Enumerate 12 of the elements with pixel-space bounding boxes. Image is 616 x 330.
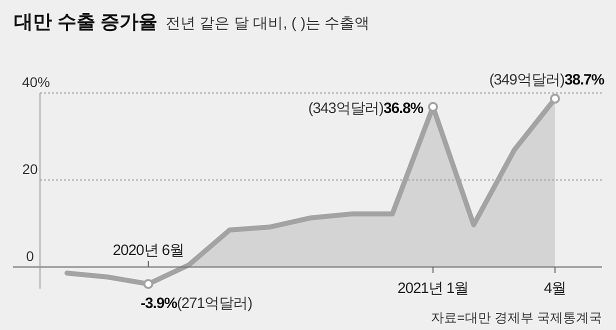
chart-title: 대만 수출 증가율 [14,12,158,33]
text: 자료=대만 경제부 국제통계국 [431,310,602,325]
x-tick-label: 2020년 6월 [112,242,184,259]
annotation: (343억달러)36.8% [308,100,424,117]
y-tick-label: 20 [22,161,38,177]
x-tick-label: 4월 [544,280,566,297]
y-tick-label: 40% [22,74,50,90]
chart-subtitle: 전년 같은 달 대비, ( )는 수출액 [166,15,370,32]
x-tick-label: 2021년 1월 [397,280,469,297]
annotation: (349억달러)38.7% [489,72,604,89]
annotation: -3.9%(271억달러) [140,294,253,312]
y-tick-label: 0 [26,248,34,264]
